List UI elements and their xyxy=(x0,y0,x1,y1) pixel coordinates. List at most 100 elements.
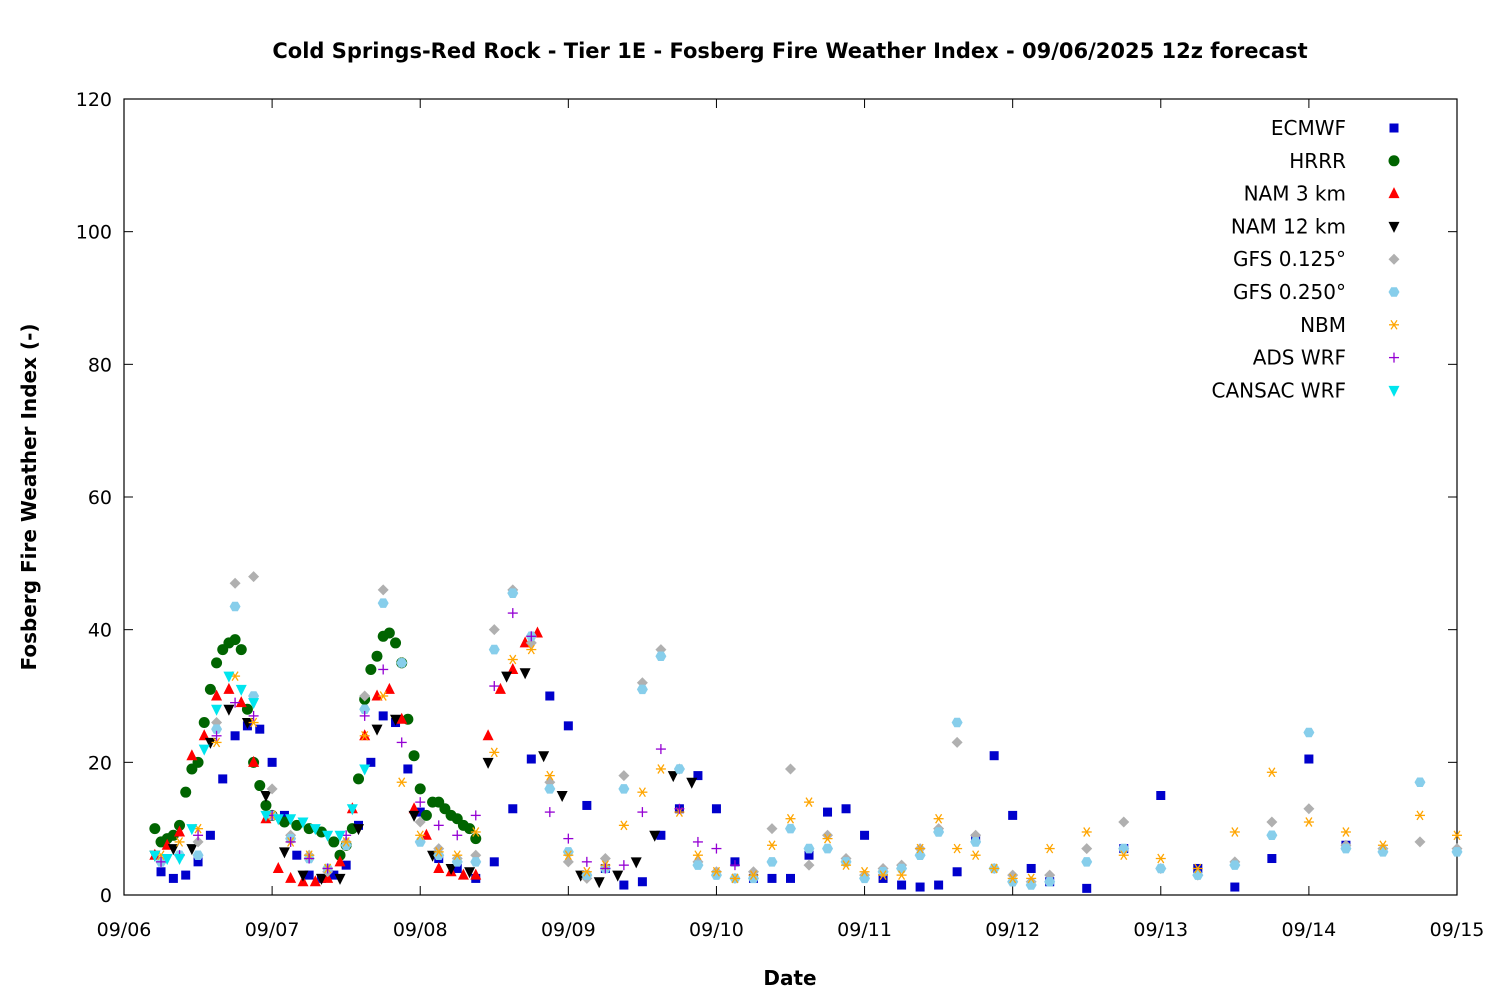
data-point xyxy=(897,880,907,890)
data-point xyxy=(563,833,574,844)
y-tick-label: 100 xyxy=(76,222,112,244)
data-point xyxy=(489,747,500,758)
data-point xyxy=(359,730,370,741)
data-point xyxy=(211,704,223,716)
data-point xyxy=(156,856,167,867)
data-point xyxy=(359,710,370,721)
data-point xyxy=(1377,840,1388,851)
data-point xyxy=(896,870,907,880)
data-point xyxy=(457,868,469,880)
data-point xyxy=(334,830,346,842)
data-point xyxy=(235,684,247,696)
data-point xyxy=(1414,836,1426,848)
x-tick-label: 09/08 xyxy=(393,919,448,941)
data-point xyxy=(618,784,630,794)
data-point xyxy=(747,873,759,884)
data-point xyxy=(1082,883,1092,893)
data-point xyxy=(1266,816,1278,828)
data-point xyxy=(563,721,573,731)
data-point xyxy=(198,729,210,741)
data-points xyxy=(149,571,1463,893)
data-point xyxy=(612,870,624,882)
data-point xyxy=(248,710,259,721)
data-point xyxy=(322,830,334,842)
data-point xyxy=(1451,847,1463,857)
data-point xyxy=(230,731,240,741)
data-point xyxy=(359,690,371,702)
data-point xyxy=(248,698,260,710)
data-point xyxy=(204,683,216,695)
y-tick-label: 60 xyxy=(88,487,112,509)
data-point xyxy=(304,870,314,880)
data-point xyxy=(205,830,215,840)
series-gfs-0-250 xyxy=(155,588,1463,890)
data-point xyxy=(970,837,982,847)
y-tick-label: 20 xyxy=(88,752,112,774)
data-point xyxy=(218,774,228,784)
data-point xyxy=(581,866,592,877)
x-tick-label: 09/12 xyxy=(985,919,1040,941)
x-tick-label: 09/13 xyxy=(1133,919,1188,941)
data-point xyxy=(785,763,796,775)
data-point xyxy=(341,860,351,870)
data-point xyxy=(1303,803,1315,815)
data-point xyxy=(878,873,888,883)
legend-marker xyxy=(1388,221,1400,233)
data-point xyxy=(396,712,408,724)
data-point xyxy=(1156,791,1166,800)
data-point xyxy=(211,657,223,669)
data-point xyxy=(229,601,241,612)
data-point xyxy=(581,870,593,880)
data-point xyxy=(649,830,661,842)
data-point xyxy=(952,843,963,854)
data-point xyxy=(464,867,476,879)
legend-label: HRRR xyxy=(1289,149,1346,173)
data-point xyxy=(174,825,186,837)
data-point xyxy=(822,833,833,844)
data-point xyxy=(729,860,740,871)
data-point xyxy=(149,823,161,835)
data-point xyxy=(860,830,870,840)
data-point xyxy=(192,850,204,860)
data-point xyxy=(433,861,445,873)
data-point xyxy=(285,814,297,826)
data-point xyxy=(674,803,685,814)
data-point xyxy=(1303,817,1314,827)
data-point xyxy=(186,824,198,836)
data-point xyxy=(329,870,339,880)
series-cansac-wrf xyxy=(149,671,371,866)
data-point xyxy=(292,850,302,860)
x-axis-label: Date xyxy=(763,966,816,990)
data-point xyxy=(396,737,407,748)
data-point xyxy=(371,650,383,662)
data-point xyxy=(181,870,191,880)
data-point xyxy=(711,843,722,854)
data-point xyxy=(563,850,574,861)
data-point xyxy=(636,684,648,695)
series-hrrr xyxy=(149,627,482,861)
data-point xyxy=(501,671,513,683)
x-tick-label: 09/07 xyxy=(245,919,300,941)
data-point xyxy=(655,651,667,661)
data-point xyxy=(804,797,815,807)
data-point xyxy=(1007,876,1019,887)
x-tick-label: 09/10 xyxy=(689,919,744,941)
data-point xyxy=(470,827,481,837)
data-point xyxy=(1044,876,1056,887)
data-point xyxy=(692,850,703,861)
data-point xyxy=(656,830,666,840)
data-point xyxy=(390,714,402,726)
data-point xyxy=(1340,827,1351,837)
data-point xyxy=(989,751,999,761)
data-point xyxy=(279,810,289,820)
data-point xyxy=(593,877,605,889)
data-point xyxy=(415,830,426,841)
legend-marker xyxy=(1388,253,1400,265)
series-gfs-0-125 xyxy=(155,571,1463,888)
data-point xyxy=(408,802,420,814)
data-point xyxy=(1229,827,1240,837)
data-point xyxy=(359,704,371,715)
data-point xyxy=(1081,827,1092,837)
legend-marker xyxy=(1388,187,1400,199)
